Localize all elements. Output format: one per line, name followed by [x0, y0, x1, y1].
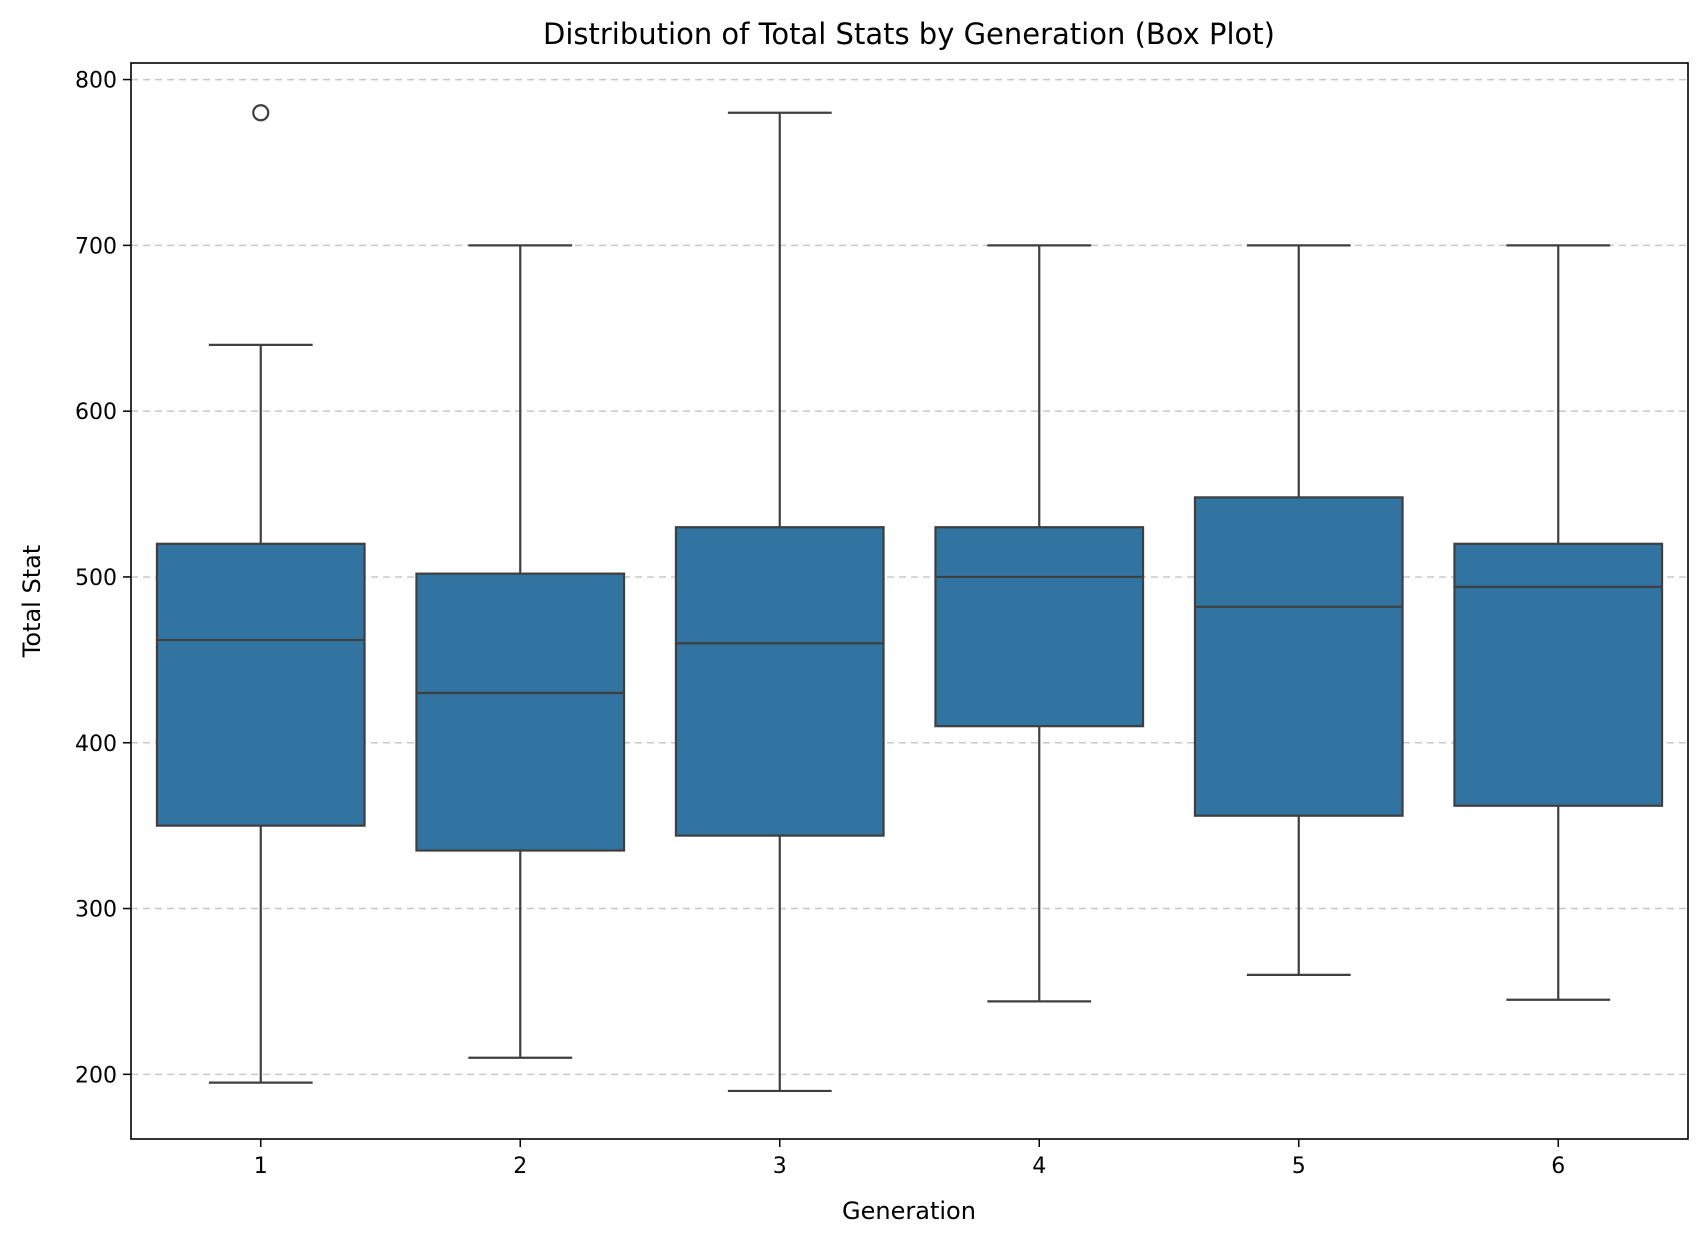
y-tick-label: 400	[75, 732, 117, 757]
box-iqr	[1193, 496, 1404, 817]
plot-frame	[130, 62, 1689, 1140]
box-iqr	[415, 572, 626, 852]
grid-lines	[131, 78, 1688, 1076]
box-group-generation-6	[1453, 244, 1664, 1001]
box-iqr	[155, 542, 366, 827]
y-tick-label: 800	[75, 69, 117, 94]
x-axis: 1 2 3 4 5 6	[254, 1139, 1565, 1179]
y-tick-label: 500	[75, 566, 117, 591]
y-axis-label: Total Stat	[18, 545, 46, 658]
box-group-generation-5	[1193, 244, 1404, 976]
box-group-generation-2	[415, 244, 626, 1059]
box-iqr	[674, 526, 885, 837]
box-iqr	[1453, 542, 1664, 807]
x-tick-label: 3	[773, 1154, 787, 1179]
box-group-generation-1	[155, 104, 366, 1084]
x-tick-label: 1	[254, 1154, 268, 1179]
outlier-point	[252, 104, 270, 122]
box-group-generation-3	[674, 111, 885, 1093]
box-series	[155, 104, 1664, 1093]
y-axis: 200 300 400 500 600 700 800	[75, 69, 131, 1088]
y-tick-label: 300	[75, 898, 117, 923]
x-axis-label: Generation	[842, 1197, 976, 1225]
y-tick-label: 700	[75, 234, 117, 259]
x-tick-label: 5	[1292, 1154, 1306, 1179]
y-tick-label: 200	[75, 1063, 117, 1088]
box-group-generation-4	[934, 244, 1145, 1003]
x-tick-label: 2	[513, 1154, 527, 1179]
box-iqr	[934, 526, 1145, 728]
x-tick-label: 6	[1551, 1154, 1565, 1179]
x-tick-label: 4	[1032, 1154, 1046, 1179]
y-tick-label: 600	[75, 400, 117, 425]
chart-title: Distribution of Total Stats by Generatio…	[543, 17, 1275, 51]
